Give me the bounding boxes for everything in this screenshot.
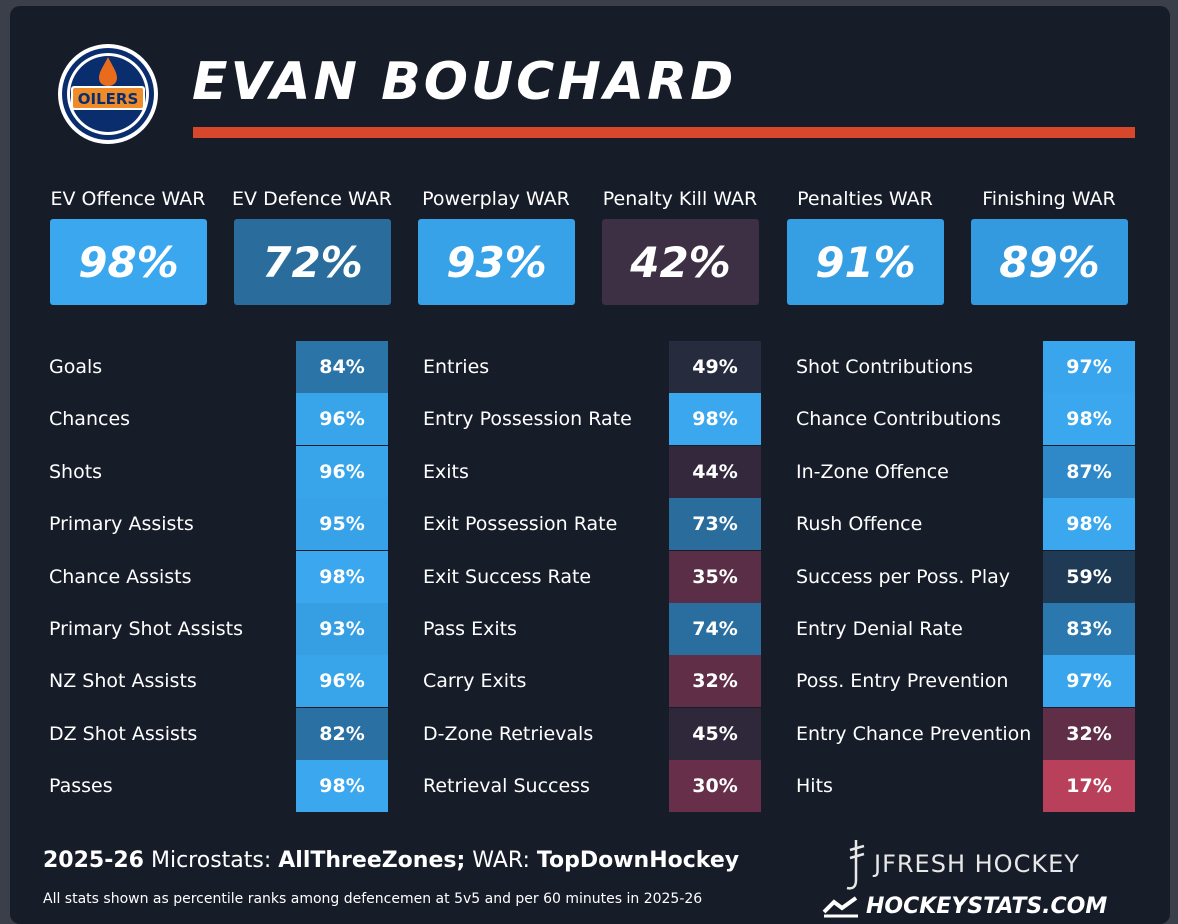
war-label-ev-offence: EV Offence WAR [50, 188, 206, 210]
stat-label-in-zone-offence: In-Zone Offence [796, 461, 949, 483]
stat-label-entry-denial-rate: Entry Denial Rate [796, 618, 963, 640]
brand-hockeystats-text: HOCKEYSTATS.COM [866, 894, 1108, 919]
war-value-finishing: 89% [971, 219, 1128, 305]
stat-value-poss-entry-prevention: 97% [1043, 655, 1135, 707]
stat-value-exit-success-rate: 35% [669, 551, 761, 603]
stat-value-success-per-poss-play: 59% [1043, 551, 1135, 603]
stat-value-exits: 44% [669, 446, 761, 498]
war-label-finishing: Finishing WAR [982, 188, 1116, 210]
stat-label-primary-shot-assists: Primary Shot Assists [49, 618, 243, 640]
stat-label-entry-chance-prevention: Entry Chance Prevention [796, 723, 1032, 745]
brand-jfresh-hockey: JFRESH HOCKEY [842, 838, 1080, 892]
stat-label-exit-success-rate: Exit Success Rate [423, 566, 592, 588]
player-name: EVAN BOUCHARD [192, 52, 737, 112]
stat-value-entry-denial-rate: 83% [1043, 603, 1135, 655]
war-value-penalties: 91% [787, 219, 944, 305]
stat-value-carry-exits: 32% [669, 655, 761, 707]
stat-label-chance-assists: Chance Assists [49, 566, 192, 588]
stat-value-rush-offence: 98% [1043, 498, 1135, 550]
stat-value-primary-assists: 95% [296, 498, 388, 550]
stat-label-entries: Entries [423, 356, 490, 378]
stat-value-shot-contributions: 97% [1043, 341, 1135, 393]
footer-sources: 2025-26 Microstats: AllThreeZones; WAR: … [43, 848, 739, 873]
hockeystats-mark-icon [822, 896, 858, 918]
footer-microstats-label: Microstats: [150, 848, 272, 873]
stat-value-dz-shot-assists: 82% [296, 708, 388, 760]
player-card [10, 6, 1170, 924]
stat-value-d-zone-retrievals: 45% [669, 708, 761, 760]
stat-value-chance-assists: 98% [296, 551, 388, 603]
war-label-powerplay: Powerplay WAR [422, 188, 570, 210]
war-label-ev-defence: EV Defence WAR [232, 188, 392, 210]
stat-label-nz-shot-assists: NZ Shot Assists [49, 670, 197, 692]
footer-season: 2025-26 [43, 848, 144, 873]
stat-value-passes: 98% [296, 760, 388, 812]
stat-label-carry-exits: Carry Exits [423, 670, 527, 692]
stat-value-chance-contributions: 98% [1043, 393, 1135, 445]
stat-label-dz-shot-assists: DZ Shot Assists [49, 723, 198, 745]
logo-text: OILERS [78, 90, 139, 108]
footer-note: All stats shown as percentile ranks amon… [43, 891, 703, 907]
stat-label-goals: Goals [49, 356, 103, 378]
title-underline [193, 127, 1135, 138]
stat-value-entry-chance-prevention: 32% [1043, 708, 1135, 760]
stat-value-entry-possession-rate: 98% [669, 393, 761, 445]
jfresh-mark-icon [846, 840, 865, 890]
stat-label-poss-entry-prevention: Poss. Entry Prevention [796, 670, 1009, 692]
stat-label-rush-offence: Rush Offence [796, 513, 923, 535]
stat-label-retrieval-success: Retrieval Success [423, 775, 590, 797]
stat-value-entries: 49% [669, 341, 761, 393]
stat-label-exits: Exits [423, 461, 469, 483]
brand-jfresh-text: JFRESH HOCKEY [874, 850, 1080, 878]
stat-label-chance-contributions: Chance Contributions [796, 408, 1002, 430]
stat-label-d-zone-retrievals: D-Zone Retrievals [423, 723, 594, 745]
stat-label-entry-possession-rate: Entry Possession Rate [423, 408, 632, 430]
war-value-penalty-kill: 42% [602, 219, 759, 305]
stat-value-chances: 96% [296, 393, 388, 445]
stat-value-in-zone-offence: 87% [1043, 446, 1135, 498]
war-value-ev-defence: 72% [234, 219, 391, 305]
war-label-penalties: Penalties WAR [797, 188, 933, 210]
stat-label-primary-assists: Primary Assists [49, 513, 194, 535]
footer-war-label: WAR: [472, 848, 530, 873]
stat-label-shot-contributions: Shot Contributions [796, 356, 974, 378]
stat-value-shots: 96% [296, 446, 388, 498]
stat-label-passes: Passes [49, 775, 113, 797]
stat-label-exit-possession-rate: Exit Possession Rate [423, 513, 618, 535]
war-value-ev-offence: 98% [50, 219, 207, 305]
stat-label-success-per-poss-play: Success per Poss. Play [796, 566, 1011, 588]
stat-value-pass-exits: 74% [669, 603, 761, 655]
oilers-logo: OILERS [58, 44, 158, 144]
stat-label-pass-exits: Pass Exits [423, 618, 517, 640]
stat-value-retrieval-success: 30% [669, 760, 761, 812]
war-value-powerplay: 93% [418, 219, 575, 305]
footer-war-source: TopDownHockey [536, 848, 740, 873]
stat-value-nz-shot-assists: 96% [296, 655, 388, 707]
footer-microstats-source: AllThreeZones; [278, 848, 466, 873]
war-label-penalty-kill: Penalty Kill WAR [602, 188, 758, 210]
brand-hockeystats: HOCKEYSTATS.COM [822, 894, 1107, 919]
stat-value-primary-shot-assists: 93% [296, 603, 388, 655]
stat-value-hits: 17% [1043, 760, 1135, 812]
stat-label-chances: Chances [49, 408, 131, 430]
stat-label-hits: Hits [796, 775, 833, 797]
stat-label-shots: Shots [49, 461, 103, 483]
stat-value-exit-possession-rate: 73% [669, 498, 761, 550]
stat-value-goals: 84% [296, 341, 388, 393]
